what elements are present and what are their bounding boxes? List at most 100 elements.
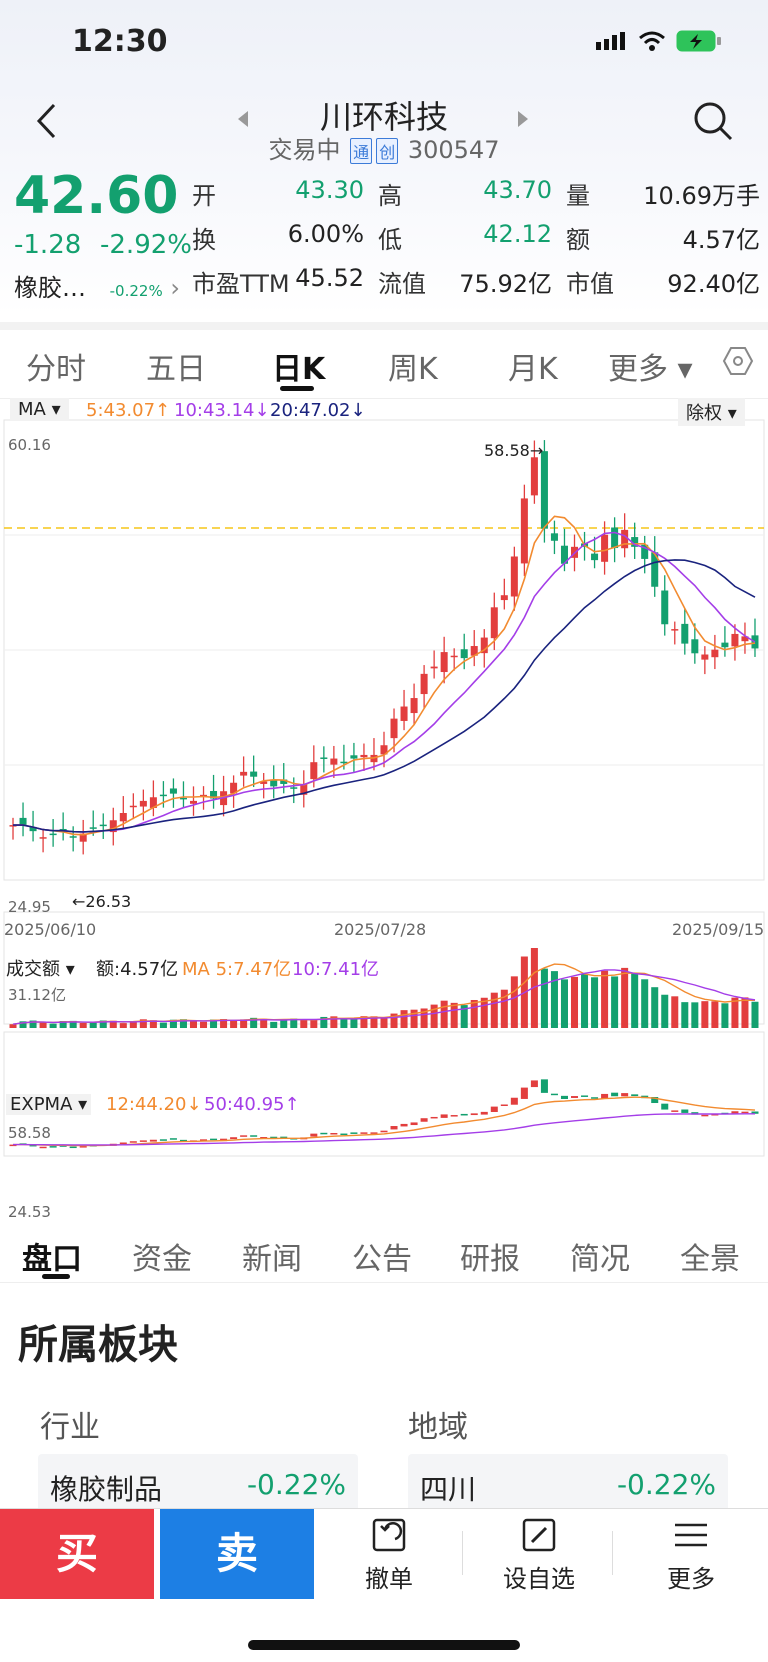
volume-bar	[139, 1019, 147, 1028]
candle	[410, 698, 418, 714]
sell-button[interactable]: 卖	[160, 1509, 314, 1599]
buy-button[interactable]: 买	[0, 1509, 154, 1599]
tab-announcements[interactable]: 公告	[352, 1242, 412, 1277]
low-mark-label: ←26.53	[72, 892, 132, 911]
volume-bar	[380, 1017, 388, 1028]
indicator-select[interactable]: MA ▾	[10, 398, 69, 421]
kline-chart[interactable]	[0, 392, 768, 1216]
candle	[631, 537, 639, 547]
expma-max-label: 58.58	[8, 1124, 51, 1142]
tab-overview[interactable]: 全景	[680, 1242, 740, 1277]
candle	[520, 498, 528, 564]
sector-link[interactable]: 橡胶… -0.22% ›	[14, 268, 180, 303]
volume-bar	[129, 1021, 137, 1028]
volume-bar	[360, 1016, 368, 1028]
tab-daily-k[interactable]: 日K	[272, 352, 326, 387]
candle	[210, 791, 218, 799]
candle	[310, 762, 318, 780]
expma-candle	[450, 1115, 458, 1117]
date-mid: 2025/07/28	[334, 920, 427, 939]
float-cap-label: 流值	[378, 270, 426, 298]
volume-indicator-select[interactable]: 成交额 ▾	[6, 959, 75, 980]
tab-five-day[interactable]: 五日	[146, 352, 206, 387]
candle	[681, 623, 689, 644]
search-icon[interactable]	[692, 100, 734, 142]
candle	[39, 837, 47, 839]
candle	[480, 637, 488, 654]
mkt-cap-label: 市值	[566, 270, 614, 298]
tab-intraday[interactable]: 分时	[26, 352, 86, 387]
expma-candle	[29, 1144, 37, 1147]
more-button[interactable]: 更多	[636, 1517, 746, 1594]
volume-bar	[701, 1001, 709, 1028]
volume-value: 10.69万手	[643, 182, 760, 210]
expma-candle	[601, 1093, 609, 1099]
industry-tile[interactable]: 橡胶制品 -0.22%	[38, 1454, 358, 1516]
region-tile[interactable]: 四川 -0.22%	[408, 1454, 728, 1516]
tab-orderbook[interactable]: 盘口	[22, 1242, 82, 1277]
prev-stock-icon[interactable]	[236, 110, 250, 128]
amount-label: 额	[566, 226, 590, 254]
expma-candle	[380, 1130, 388, 1133]
expma-candle	[681, 1109, 689, 1113]
candle	[691, 639, 699, 654]
volume-bar	[200, 1021, 208, 1028]
volume-ma10-line	[12, 969, 756, 1025]
expma-candle	[59, 1145, 67, 1147]
volume-bar	[400, 1010, 408, 1028]
back-icon[interactable]	[34, 102, 58, 140]
volume-bar	[530, 948, 538, 1028]
expma-candle	[350, 1132, 358, 1134]
tab-news[interactable]: 新闻	[242, 1242, 302, 1277]
expma-candle	[280, 1136, 288, 1139]
volume-amount-label: 额:4.57亿	[96, 959, 179, 980]
next-stock-icon[interactable]	[516, 110, 530, 128]
low-value: 42.12	[483, 220, 552, 248]
tab-profile[interactable]: 简况	[570, 1242, 630, 1277]
ma20-label: 20:47.02↓	[270, 400, 366, 421]
adjust-select[interactable]: 除权 ▾	[678, 398, 745, 426]
open-value: 43.30	[295, 176, 364, 204]
expma-candle	[460, 1113, 468, 1116]
expma-candle	[179, 1139, 187, 1142]
open-label: 开	[192, 182, 216, 210]
high-mark-label: 58.58→	[484, 441, 544, 460]
volume-bar	[250, 1017, 258, 1028]
expma-candle	[751, 1111, 759, 1114]
tab-funds[interactable]: 资金	[132, 1242, 192, 1277]
volume-bar	[500, 989, 508, 1028]
tag-tong: 通	[350, 138, 373, 164]
ma20-line	[13, 559, 756, 833]
divider	[612, 1531, 613, 1575]
tab-research[interactable]: 研报	[460, 1242, 520, 1277]
volume-bar	[330, 1016, 338, 1028]
expma-candle	[611, 1092, 619, 1097]
volume-bar	[59, 1021, 67, 1028]
expma-candle	[711, 1113, 719, 1116]
float-cap-value: 75.92亿	[459, 270, 552, 298]
tab-weekly-k[interactable]: 周K	[388, 352, 438, 387]
volume-bar	[651, 987, 659, 1028]
expma-candle	[741, 1111, 749, 1114]
expma-indicator-select[interactable]: EXPMA ▾	[6, 1094, 92, 1115]
expma-candle	[581, 1095, 589, 1097]
add-watchlist-button[interactable]: 设自选	[484, 1517, 594, 1594]
chart-settings-icon[interactable]	[722, 346, 754, 376]
volume-bar	[410, 1009, 418, 1028]
cancel-order-button[interactable]: 撤单	[334, 1517, 444, 1594]
expma-candle	[270, 1136, 278, 1139]
candle	[169, 788, 177, 794]
ma10-label: 10:43.14↓	[174, 400, 270, 421]
candle	[159, 794, 167, 797]
battery-icon	[676, 30, 721, 52]
price-change: -1.28	[14, 230, 82, 260]
cancel-order-label: 撤单	[365, 1565, 413, 1593]
current-price: 42.60	[14, 166, 179, 226]
candle	[420, 673, 428, 695]
action-bar: 买 卖 撤单 设自选 更多	[0, 1508, 768, 1599]
volume-bar	[711, 1001, 719, 1028]
mkt-cap-value: 92.40亿	[667, 270, 760, 298]
tab-more[interactable]: 更多 ▾	[608, 352, 693, 387]
tab-monthly-k[interactable]: 月K	[508, 352, 558, 387]
candle	[641, 544, 649, 559]
